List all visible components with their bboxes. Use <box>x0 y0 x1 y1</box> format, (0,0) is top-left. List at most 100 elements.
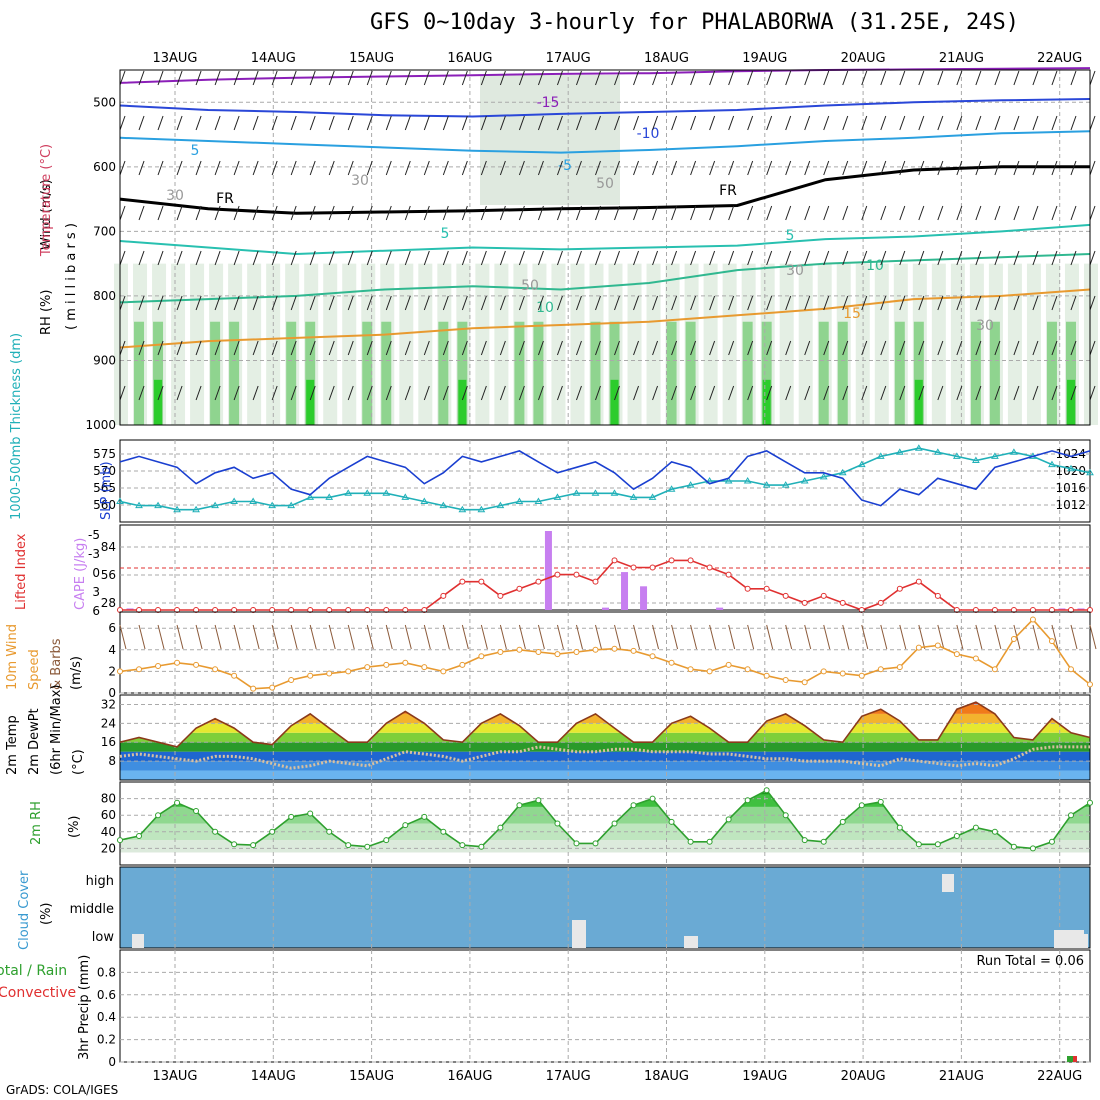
isotherm-label: 30 <box>166 188 184 204</box>
rh-band <box>913 321 924 425</box>
data-point <box>991 452 999 459</box>
data-point <box>877 599 884 606</box>
data-point <box>1067 812 1074 819</box>
thickness-line <box>119 447 1091 511</box>
y-tick-label: -5 <box>88 528 100 542</box>
data-point <box>991 828 998 835</box>
temp-line <box>119 701 1091 748</box>
rh-band <box>475 263 490 425</box>
wind-barb <box>575 624 583 650</box>
data-point <box>496 501 505 509</box>
rh-band <box>610 379 619 425</box>
wind-barb <box>233 250 240 266</box>
rh-band <box>120 790 1090 795</box>
data-point <box>934 642 941 649</box>
wind-barb <box>480 205 487 221</box>
wind-barb <box>252 115 259 131</box>
wind-barb <box>480 70 487 86</box>
isotherm-label: 15 <box>843 306 861 322</box>
wind-barb <box>994 70 1001 86</box>
data-point <box>325 493 334 500</box>
rh-band <box>742 321 753 425</box>
wind-barb <box>385 205 392 221</box>
wind-barb <box>214 115 221 131</box>
wind-barb <box>652 624 660 650</box>
wind-barb <box>119 295 126 311</box>
wind-barb <box>404 385 411 401</box>
data-point <box>230 497 239 504</box>
wind-barb <box>918 160 925 176</box>
wind-barb <box>385 624 393 650</box>
rh-band <box>627 263 642 425</box>
wind-barb <box>575 160 582 176</box>
wind-barb <box>556 115 563 131</box>
y-tick-label: 60 <box>101 808 116 822</box>
wind-barb <box>461 70 468 86</box>
ylabel-rh2m-unit: (%) <box>67 816 82 839</box>
wind-barb <box>709 295 716 311</box>
wind-barb <box>347 160 354 176</box>
wind-barb <box>690 160 697 176</box>
data-point <box>364 843 371 850</box>
wind-barb <box>518 115 525 131</box>
wind-barb <box>518 160 525 176</box>
wind-barb <box>690 250 697 266</box>
wind-barb <box>309 250 316 266</box>
wind-barb <box>423 250 430 266</box>
rh-band <box>762 379 771 425</box>
wind-barb <box>461 624 469 650</box>
data-point <box>1067 464 1075 472</box>
bottom-date-label: 14AUG <box>251 1069 296 1084</box>
wind-barb <box>328 624 336 650</box>
data-point <box>364 664 371 671</box>
wind-barb <box>138 385 145 401</box>
data-point <box>857 460 866 468</box>
wind-barb <box>537 115 544 131</box>
isotherm-label: FR <box>216 191 234 207</box>
wind-barb <box>690 340 697 356</box>
wind-barb <box>328 205 335 221</box>
y-tick-label-right: 1016 <box>1055 481 1086 495</box>
data-point <box>421 664 428 671</box>
wind-barb <box>461 295 468 311</box>
wind-barb <box>271 624 279 650</box>
isotherm-label: 30 <box>786 263 804 279</box>
rh-band <box>1084 263 1098 425</box>
wind-barb <box>956 250 963 266</box>
data-point <box>363 489 372 496</box>
wind-barb <box>309 340 316 356</box>
y-tick-label: 3 <box>92 585 100 599</box>
wind-barb <box>347 70 354 86</box>
wind-barb <box>271 70 278 86</box>
isotherm-label: 50 <box>521 278 539 294</box>
data-point <box>554 820 561 827</box>
wind-barb <box>918 70 925 86</box>
wind-barb <box>271 250 278 266</box>
isotherm-line <box>119 253 1091 304</box>
wind-barb <box>499 250 506 266</box>
wind-barb <box>880 205 887 221</box>
isotherm-line <box>119 98 1091 118</box>
wind-barb <box>709 160 716 176</box>
wind-barb <box>537 250 544 266</box>
temp-band <box>120 770 1090 780</box>
wind-barb <box>690 385 697 401</box>
wind-barb <box>518 70 525 86</box>
rh-band <box>914 379 923 425</box>
data-point <box>402 822 409 829</box>
wind-barb <box>499 385 506 401</box>
wind-barb <box>480 295 487 311</box>
wind-barb <box>747 385 754 401</box>
wind-barb <box>823 160 830 176</box>
wind-barb <box>195 70 202 86</box>
data-point <box>554 571 561 578</box>
rh-band <box>818 321 829 425</box>
wind-barb <box>1013 70 1020 86</box>
wind-barb <box>176 340 183 356</box>
wind-barb <box>652 340 659 356</box>
bottom-date-label: 13AUG <box>152 1069 197 1084</box>
data-point <box>648 493 657 500</box>
top-date-label: 21AUG <box>939 51 984 66</box>
data-point <box>421 813 428 820</box>
wind-barb <box>423 295 430 311</box>
